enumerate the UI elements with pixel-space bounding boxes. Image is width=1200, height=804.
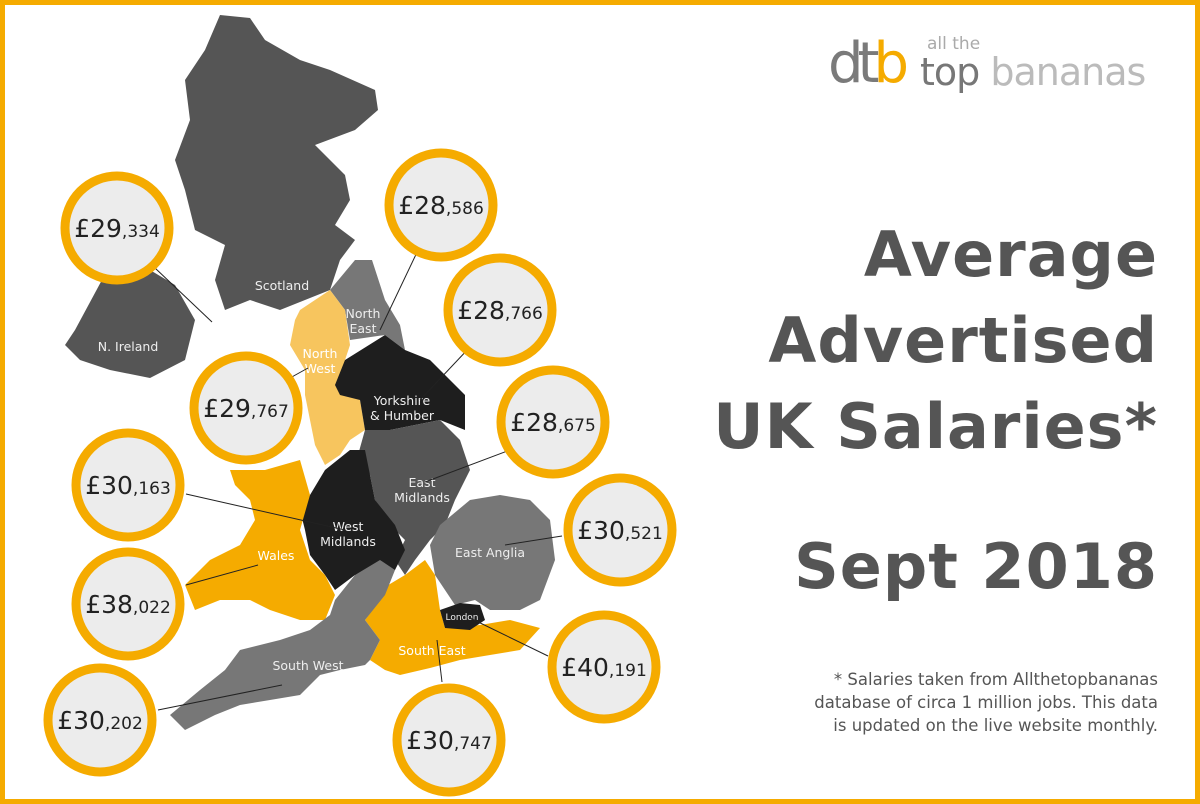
salary-value: £30,521 xyxy=(577,516,663,545)
salary-value: £29,767 xyxy=(203,394,289,423)
bubble-ring xyxy=(384,148,498,262)
logo: dtb all the top bananas xyxy=(828,31,1168,96)
region-labels: Scotland N. Ireland North East North Wes… xyxy=(98,278,525,673)
label-south-west: South West xyxy=(272,658,343,673)
bubble-ring xyxy=(547,610,661,724)
bubble-ring xyxy=(71,428,185,542)
salary-bubble: £38,022 xyxy=(71,547,185,661)
logo-top: top xyxy=(920,50,980,94)
region-yorkshire[interactable] xyxy=(335,335,465,430)
title-line: Average xyxy=(863,218,1158,291)
salary-bubbles: £29,334 £28,586 £28,766 £29,767 £28,675 £30,1… xyxy=(43,148,677,797)
leader-lines xyxy=(154,245,563,711)
salary-bubble: £29,334 xyxy=(60,171,174,285)
logo-bananas: bananas xyxy=(990,50,1146,94)
bubble-ring xyxy=(443,253,557,367)
leader-line xyxy=(436,639,443,683)
region-south-west[interactable] xyxy=(170,560,395,730)
bubble-ring xyxy=(189,351,303,465)
page-title: Average Advertised UK Salaries* xyxy=(713,212,1158,470)
label-north-west-1: North xyxy=(303,346,338,361)
label-north-east-2: East xyxy=(350,321,377,336)
salary-value: £28,766 xyxy=(457,296,543,325)
date-heading: Sept 2018 xyxy=(794,530,1158,603)
region-scotland[interactable] xyxy=(175,15,378,310)
footnote-line: database of circa 1 million jobs. This d… xyxy=(814,693,1158,712)
label-north-west-2: West xyxy=(305,361,336,376)
salary-bubble: £28,586 xyxy=(384,148,498,262)
title-line: Advertised xyxy=(768,304,1158,377)
region-n-ireland[interactable] xyxy=(65,265,195,378)
label-wales: Wales xyxy=(258,548,295,563)
region-east-midlands[interactable] xyxy=(358,420,470,575)
label-south-east: South East xyxy=(398,643,465,658)
bubble-ring xyxy=(43,663,157,777)
title-line: UK Salaries* xyxy=(713,390,1158,463)
leader-line xyxy=(419,346,471,401)
bubble-ring xyxy=(71,547,185,661)
salary-bubble: £30,202 xyxy=(43,663,157,777)
salary-bubble: £40,191 xyxy=(547,610,661,724)
region-south-east[interactable] xyxy=(365,560,540,675)
salary-value: £40,191 xyxy=(561,653,647,682)
salary-value: £28,675 xyxy=(510,408,596,437)
region-london[interactable] xyxy=(440,603,485,630)
logo-wordmark: top bananas xyxy=(920,50,1146,94)
salary-bubble: £30,521 xyxy=(563,473,677,587)
leader-line xyxy=(185,493,346,531)
leader-line xyxy=(469,617,549,657)
label-n-ireland: N. Ireland xyxy=(98,339,159,354)
label-west-midlands-1: West xyxy=(333,519,364,534)
leader-line xyxy=(424,446,519,483)
salary-value: £30,163 xyxy=(85,471,171,500)
footnote-line: is updated on the live website monthly. xyxy=(833,716,1158,735)
region-wales[interactable] xyxy=(185,460,335,620)
salary-value: £38,022 xyxy=(85,590,171,619)
leader-line xyxy=(289,367,309,379)
leader-line xyxy=(504,535,563,546)
label-east-midlands-1: East xyxy=(409,475,436,490)
salary-bubble: £28,675 xyxy=(496,365,610,479)
leader-line xyxy=(379,245,421,331)
salary-value: £28,586 xyxy=(398,191,484,220)
leader-line xyxy=(185,564,259,586)
label-east-midlands-2: Midlands xyxy=(394,490,450,505)
salary-value: £30,747 xyxy=(406,726,492,755)
regions xyxy=(65,15,555,730)
label-scotland: Scotland xyxy=(255,278,309,293)
label-west-midlands-2: Midlands xyxy=(320,534,376,549)
label-yorkshire-1: Yorkshire xyxy=(373,393,431,408)
bubble-ring xyxy=(392,683,506,797)
region-north-west[interactable] xyxy=(290,290,365,465)
label-north-east-1: North xyxy=(346,306,381,321)
region-west-midlands[interactable] xyxy=(300,450,405,590)
salary-bubble: £30,163 xyxy=(71,428,185,542)
salary-bubble: £28,766 xyxy=(443,253,557,367)
footnote-line: * Salaries taken from Allthetopbananas xyxy=(833,670,1158,689)
bubble-ring xyxy=(60,171,174,285)
salary-value: £29,334 xyxy=(74,214,160,243)
footnote: * Salaries taken from Allthetopbananas d… xyxy=(738,668,1158,737)
leader-line xyxy=(157,684,283,711)
bubble-ring xyxy=(563,473,677,587)
salary-value: £30,202 xyxy=(57,706,143,735)
logo-all-the: all the xyxy=(927,34,981,54)
salary-bubble: £29,767 xyxy=(189,351,303,465)
label-london: London xyxy=(446,613,479,623)
leader-line xyxy=(154,267,213,323)
bubble-ring xyxy=(496,365,610,479)
region-east-anglia[interactable] xyxy=(430,495,555,610)
salary-bubble: £30,747 xyxy=(392,683,506,797)
region-north-east[interactable] xyxy=(330,260,405,350)
label-yorkshire-2: & Humber xyxy=(370,408,435,423)
label-east-anglia: East Anglia xyxy=(455,545,525,560)
logo-mark: dtb xyxy=(828,31,909,96)
